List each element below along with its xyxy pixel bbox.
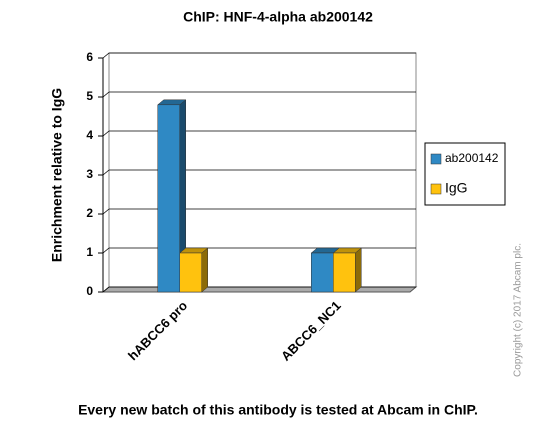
grid-line <box>102 130 110 137</box>
grid-line <box>102 208 110 215</box>
footer: Every new batch of this antibody is test… <box>78 402 478 418</box>
bar-side <box>355 247 362 293</box>
y-tick-label: 2 <box>86 206 93 220</box>
grid-line <box>102 52 110 59</box>
bar <box>157 104 180 293</box>
legend-swatch <box>430 153 442 165</box>
y-tick-label: 4 <box>86 128 93 142</box>
chart-title: ChIP: HNF-4-alpha ab200142 <box>183 9 373 25</box>
y-tick-label: 3 <box>86 167 93 181</box>
bar <box>311 252 334 293</box>
legend-swatch <box>430 183 442 195</box>
bar <box>333 252 356 293</box>
legend-box <box>424 142 506 206</box>
y-tick-label: 6 <box>86 50 93 64</box>
grid-line <box>102 247 110 254</box>
y-axis-label: Enrichment relative to IgG <box>49 88 65 262</box>
x-tick-label: ABCC6_NC1 <box>278 298 344 364</box>
copyright: Copyright (c) 2017 Abcam plc. <box>513 243 524 377</box>
legend-label: ab200142 <box>445 151 499 165</box>
y-tick-label: 5 <box>86 89 93 103</box>
grid-line <box>102 286 110 293</box>
legend-label: IgG <box>445 180 468 196</box>
y-tick-label: 0 <box>86 284 93 298</box>
grid-line <box>102 91 110 98</box>
grid-line <box>102 169 110 176</box>
plot-floor <box>101 286 418 293</box>
bar <box>179 252 202 293</box>
bar-side <box>201 247 208 293</box>
y-tick-label: 1 <box>86 245 93 259</box>
x-tick-label: hABCC6 pro <box>125 298 190 363</box>
